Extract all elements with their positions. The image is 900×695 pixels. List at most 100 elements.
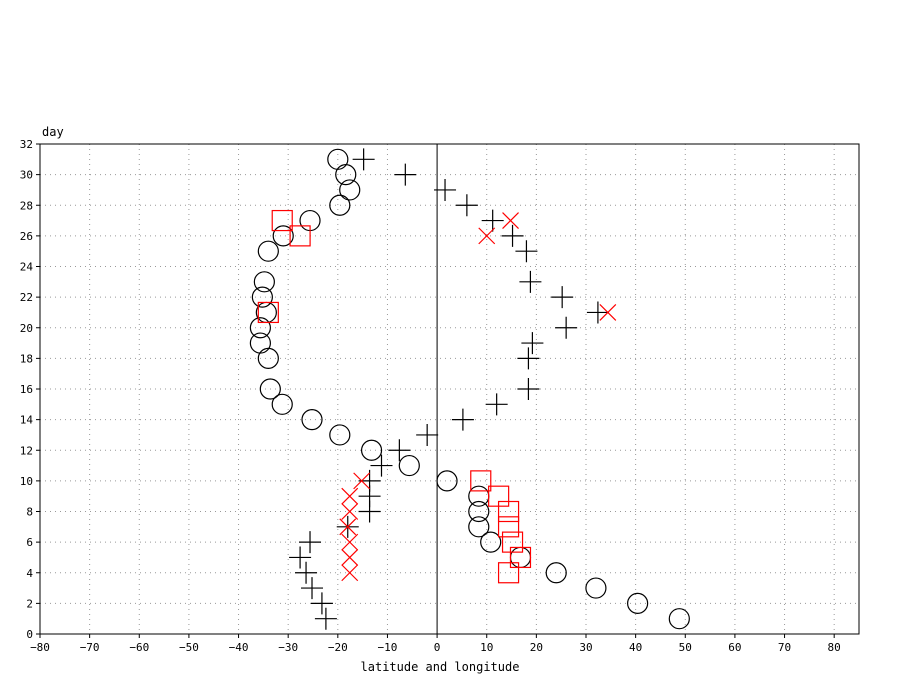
x-tick-label: 70	[778, 641, 791, 654]
plus-marker	[455, 194, 478, 217]
x-tick-label: −50	[179, 641, 199, 654]
circle-marker	[545, 562, 567, 584]
x-marker	[341, 564, 359, 582]
axis-ticks: −80 −70 −60 −50 −40 −30 −20 −10 0 10 20 30 40 50 60 70 8…	[20, 138, 841, 654]
plus-marker	[555, 316, 578, 339]
y-tick-label: 24	[20, 261, 34, 274]
circle-marker	[253, 271, 275, 293]
x-marker	[341, 533, 359, 551]
circle-marker	[272, 225, 294, 247]
y-tick-label: 20	[20, 322, 33, 335]
circle-marker	[468, 516, 490, 538]
x-marker	[502, 212, 519, 229]
plus-marker	[451, 408, 474, 431]
x-marker	[341, 549, 359, 566]
x-tick-label: −70	[80, 641, 100, 654]
circle-marker	[436, 470, 458, 492]
x-marker	[339, 518, 357, 536]
y-tick-label: 22	[20, 291, 33, 304]
x-tick-label: −40	[229, 641, 249, 654]
x-tick-label: −80	[30, 641, 50, 654]
data-marks	[249, 148, 690, 630]
plus-marker	[310, 592, 333, 615]
square-marker	[289, 225, 311, 247]
plus-marker	[515, 240, 538, 263]
circle-marker	[360, 439, 383, 461]
y-tick-label: 2	[26, 597, 33, 610]
x-tick-label: 10	[480, 641, 493, 654]
y-tick-label: 8	[26, 506, 33, 519]
square-marker	[470, 470, 492, 492]
circle-marker	[259, 378, 281, 400]
x-marker	[341, 503, 359, 520]
x-marker	[478, 227, 496, 245]
square-marker	[271, 209, 293, 232]
plus-marker	[352, 148, 375, 171]
plus-marker	[289, 546, 312, 569]
square-marker	[501, 531, 524, 553]
x-tick-label: 60	[728, 641, 741, 654]
square-marker	[257, 301, 279, 324]
x-tick-label: −20	[328, 641, 348, 654]
circle-marker	[509, 546, 532, 569]
y-tick-label: 32	[20, 138, 33, 151]
plus-marker	[388, 439, 411, 462]
y-tick-label: 26	[20, 230, 33, 243]
y-tick-label: 12	[20, 444, 33, 457]
x-tick-label: −60	[129, 641, 149, 654]
circle-marker	[251, 286, 273, 308]
y-tick-label: 16	[20, 383, 33, 396]
y-tick-label: 10	[20, 475, 33, 488]
square-marker	[497, 562, 520, 584]
circle-marker	[329, 194, 351, 216]
plus-marker	[521, 332, 544, 355]
plus-marker	[586, 301, 609, 324]
x-tick-label: 30	[579, 641, 592, 654]
plus-marker	[434, 178, 457, 201]
y-tick-label: 6	[26, 536, 33, 549]
circle-marker	[398, 454, 420, 477]
square-marker	[497, 516, 520, 538]
x-tick-label: 40	[629, 641, 642, 654]
x-tick-label: 50	[679, 641, 692, 654]
circle-marker	[301, 409, 323, 431]
x-tick-label: 80	[828, 641, 841, 654]
plus-marker	[485, 393, 508, 416]
y-tick-label: 14	[20, 414, 34, 427]
x-tick-label: −10	[378, 641, 398, 654]
y-tick-label: 30	[20, 169, 33, 182]
plus-marker	[394, 163, 417, 186]
circle-marker	[249, 317, 271, 339]
circle-marker	[627, 592, 649, 614]
grid	[40, 144, 859, 634]
y-tick-label: 28	[20, 199, 33, 212]
circle-marker	[257, 240, 279, 262]
x-axis-title: latitude and longitude	[361, 660, 520, 674]
plus-marker	[301, 577, 324, 600]
x-tick-label: −30	[278, 641, 298, 654]
circle-marker	[249, 332, 271, 354]
square-marker	[509, 546, 532, 569]
x-marker	[353, 472, 371, 490]
circle-marker	[327, 148, 349, 170]
plus-marker	[519, 270, 542, 293]
plus-marker	[295, 561, 318, 584]
y-tick-label: 4	[26, 567, 33, 580]
plus-marker	[370, 454, 393, 477]
y-axis-title: day	[42, 125, 64, 139]
plus-marker	[517, 378, 540, 400]
circle-marker	[468, 500, 490, 523]
plot-frame	[39, 143, 860, 635]
circle-marker	[339, 179, 361, 201]
square-marker	[488, 485, 510, 507]
circle-marker	[329, 424, 351, 446]
plus-marker	[314, 607, 337, 630]
x-tick-label: 20	[530, 641, 543, 654]
plus-marker	[481, 209, 504, 232]
y-tick-label: 0	[26, 628, 33, 641]
y-tick-label: 18	[20, 352, 33, 365]
circle-marker	[585, 577, 607, 599]
circle-marker	[271, 393, 293, 415]
x-marker	[599, 304, 617, 321]
